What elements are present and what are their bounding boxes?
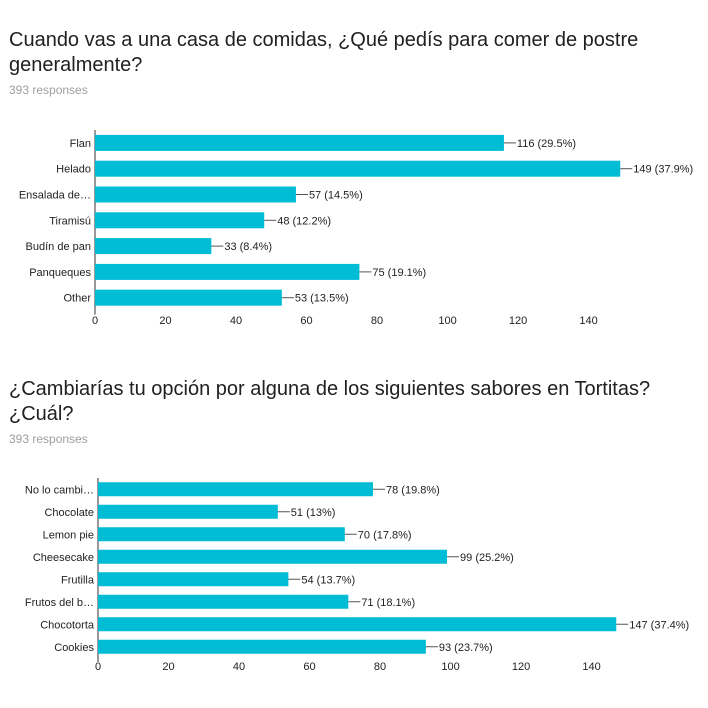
bar — [98, 594, 349, 609]
category-label: Helado — [56, 164, 91, 176]
data-label: 57 (14.5%) — [309, 190, 363, 202]
x-tick-label: 60 — [300, 315, 312, 327]
chart-title: Cuando vas a una casa de comidas, ¿Qué p… — [9, 29, 639, 76]
category-label: Other — [63, 293, 91, 305]
category-label: Frutos del b… — [25, 597, 94, 609]
x-tick-label: 40 — [233, 661, 245, 673]
x-tick-label: 80 — [374, 661, 386, 673]
chart-panel-flavors: ¿Cambiarías tu opción por alguna de los … — [0, 350, 708, 708]
category-label: Cheesecake — [33, 552, 94, 564]
chart-panel-desserts: Cuando vas a una casa de comidas, ¿Qué p… — [0, 0, 708, 350]
bar — [98, 527, 345, 542]
category-label: Flan — [70, 138, 91, 150]
x-tick-label: 20 — [159, 315, 171, 327]
response-count: 393 responses — [9, 432, 88, 446]
bar — [95, 160, 621, 177]
data-label: 33 (8.4%) — [224, 241, 272, 253]
x-tick-label: 0 — [95, 661, 101, 673]
bar-chart: Flan 116 (29.5%) Helado 149 (37.9%) Ensalada… — [19, 130, 693, 327]
bar-chart: No lo cambi… 78 (19.8%) Chocolate 51 (13%) L… — [25, 478, 689, 673]
data-label: 116 (29.5%) — [517, 138, 576, 150]
category-label: Chocotorta — [40, 619, 95, 631]
x-tick-label: 140 — [582, 661, 600, 673]
x-tick-label: 100 — [441, 661, 459, 673]
category-label: Cookies — [54, 642, 94, 654]
data-label: 75 (19.1%) — [372, 267, 426, 279]
x-tick-label: 0 — [92, 315, 98, 327]
data-label: 51 (13%) — [291, 507, 336, 519]
bar — [98, 617, 617, 632]
bar — [95, 186, 296, 203]
x-tick-label: 100 — [438, 315, 456, 327]
x-tick-label: 20 — [162, 661, 174, 673]
data-label: 53 (13.5%) — [295, 293, 349, 305]
data-label: 70 (17.8%) — [358, 529, 412, 541]
bar — [98, 549, 448, 564]
x-tick-label: 40 — [230, 315, 242, 327]
chart-title: ¿Cambiarías tu opción por alguna de los … — [9, 378, 651, 425]
bar — [98, 572, 289, 587]
bar — [95, 289, 282, 306]
response-count: 393 responses — [9, 83, 88, 97]
bar — [95, 238, 212, 255]
category-label: Budín de pan — [26, 241, 91, 253]
bar — [98, 639, 426, 654]
data-label: 93 (23.7%) — [439, 642, 493, 654]
data-label: 78 (19.8%) — [386, 484, 440, 496]
data-label: 71 (18.1%) — [361, 597, 415, 609]
category-label: Chocolate — [44, 507, 94, 519]
data-label: 147 (37.4%) — [629, 619, 689, 631]
category-label: No lo cambi… — [25, 484, 94, 496]
bar — [98, 504, 278, 519]
data-label: 149 (37.9%) — [633, 164, 693, 176]
category-label: Ensalada de… — [19, 190, 91, 202]
data-label: 99 (25.2%) — [460, 552, 514, 564]
bar — [95, 263, 360, 280]
category-label: Tiramisú — [49, 215, 91, 227]
bar — [98, 482, 373, 497]
data-label: 48 (12.2%) — [277, 215, 331, 227]
category-label: Lemon pie — [43, 529, 94, 541]
x-tick-label: 120 — [512, 661, 530, 673]
category-label: Panqueques — [29, 267, 91, 279]
bar — [95, 212, 265, 229]
x-tick-label: 60 — [303, 661, 315, 673]
x-tick-label: 80 — [371, 315, 383, 327]
x-tick-label: 120 — [509, 315, 527, 327]
data-label: 54 (13.7%) — [301, 574, 355, 586]
x-tick-label: 140 — [579, 315, 597, 327]
bar — [95, 134, 504, 151]
category-label: Frutilla — [61, 574, 95, 586]
